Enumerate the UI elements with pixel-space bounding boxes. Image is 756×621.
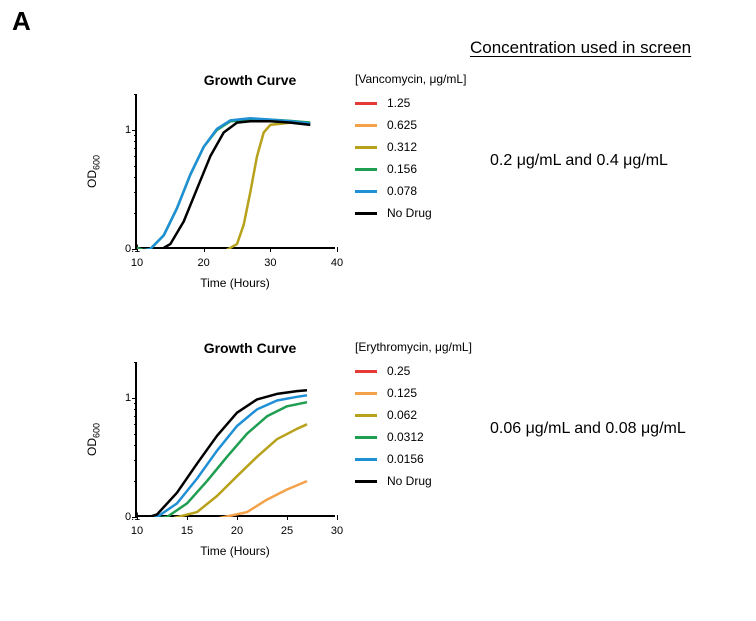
series-line [137,402,307,517]
series-line [137,481,307,517]
legend-label: 0.0312 [387,430,424,444]
legend-item: 0.078 [355,180,515,202]
legend-label: No Drug [387,206,432,220]
x-tick-label: 40 [331,257,343,269]
legend-title: [Vancomycin, μg/mL] [355,72,515,86]
concentration-used-text: 0.06 μg/mL and 0.08 μg/mL [490,420,750,438]
legend-swatch [355,370,377,373]
x-tick-label: 20 [231,525,243,537]
series-line [137,123,310,249]
legend-label: 0.156 [387,162,417,176]
y-tick-label: 1 [125,392,127,404]
x-tick [337,515,338,520]
legend-label: 0.25 [387,364,410,378]
x-tick-label: 15 [181,525,193,537]
legend-label: 0.062 [387,408,417,422]
chart-legend: [Erythromycin, μg/mL] 0.25 0.125 0.062 0.03… [355,340,515,492]
legend-item: No Drug [355,202,515,224]
y-axis-label: OD600 [85,94,105,249]
y-tick-label: 0.1 [125,243,127,255]
legend-label: 0.125 [387,386,417,400]
x-tick-label: 25 [281,525,293,537]
chart-title: Growth Curve [165,72,335,88]
legend-label: 0.625 [387,118,417,132]
series-line [137,121,310,249]
legend-item: 1.25 [355,92,515,114]
x-axis-label: Time (Hours) [135,276,335,290]
legend-item: 0.625 [355,114,515,136]
legend-label: 1.25 [387,96,410,110]
x-tick-label: 10 [131,525,143,537]
series-line [137,118,310,249]
chart-lines [137,362,337,517]
series-line [137,395,307,517]
x-tick-label: 10 [131,257,143,269]
legend-swatch [355,414,377,417]
legend-item: 0.125 [355,382,515,404]
panel-letter: A [12,6,31,37]
chart-legend: [Vancomycin, μg/mL] 1.25 0.625 0.312 0.156 0… [355,72,515,224]
chart-title: Growth Curve [165,340,335,356]
x-tick [337,247,338,252]
x-axis-label: Time (Hours) [135,544,335,558]
column-header-concentration: Concentration used in screen [470,38,691,58]
series-line [137,120,310,249]
chart-plot-area: 102030400.11 [135,94,335,249]
legend-swatch [355,436,377,439]
legend-label: No Drug [387,474,432,488]
legend-item: 0.0156 [355,448,515,470]
legend-swatch [355,124,377,127]
legend-item: 0.25 [355,360,515,382]
legend-label: 0.312 [387,140,417,154]
chart-plot-area: 10152025300.11 [135,362,335,517]
legend-swatch [355,392,377,395]
legend-swatch [355,190,377,193]
series-line [137,424,307,517]
legend-swatch [355,146,377,149]
legend-swatch [355,168,377,171]
concentration-used-text: 0.2 μg/mL and 0.4 μg/mL [490,152,750,170]
y-tick-label: 1 [125,124,127,136]
x-tick-label: 30 [264,257,276,269]
x-tick-label: 30 [331,525,343,537]
legend-swatch [355,480,377,483]
chart-block-erythromycin: Growth Curve OD600 10152025300.11 Time (… [95,340,735,560]
legend-swatch [355,212,377,215]
legend-title: [Erythromycin, μg/mL] [355,340,515,354]
chart-lines [137,94,337,249]
y-axis-label: OD600 [85,362,105,517]
legend-swatch [355,102,377,105]
chart-block-vancomycin: Growth Curve OD600 102030400.11 Time (Ho… [95,72,735,292]
legend-item: No Drug [355,470,515,492]
legend-label: 0.0156 [387,452,424,466]
legend-swatch [355,458,377,461]
x-tick-label: 20 [198,257,210,269]
legend-label: 0.078 [387,184,417,198]
y-tick-label: 0.1 [125,511,127,523]
